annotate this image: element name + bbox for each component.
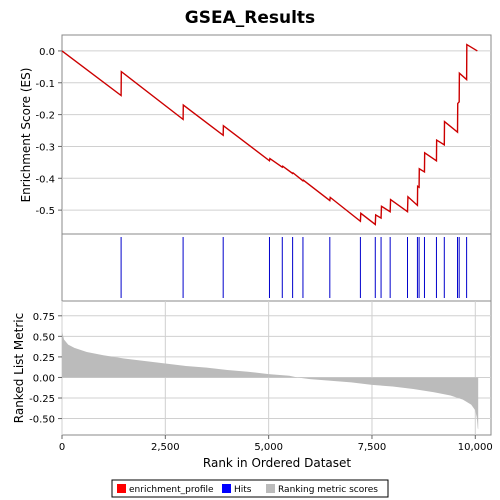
legend-label-enrichment-profile: enrichment_profile [129,485,214,495]
legend-swatch-enrichment-profile [117,484,126,493]
legend-swatch-ranking-metric [266,484,275,493]
rank-y-tick-label: 0.75 [33,312,55,323]
rank-y-axis-label: Ranked List Metric [12,313,26,423]
legend-label-ranking-metric: Ranking metric scores [278,485,378,495]
es-y-ticks: 0.0 -0.1 -0.2 -0.3 -0.4 -0.5 [35,47,62,217]
hit-lines [120,237,468,298]
es-y-tick-label: 0.0 [39,47,55,58]
es-y-tick-label: -0.2 [35,111,55,122]
rank-x-ticks: 0 2,500 5,000 7,500 10,000 [59,435,493,453]
rank-y-tick-label: -0.25 [29,394,55,405]
es-y-tick-label: -0.1 [35,79,55,90]
legend-box [111,479,389,498]
es-y-axis-label: Enrichment Score (ES) [19,68,33,203]
rank-y-tick-label: -0.50 [29,415,55,426]
x-tick-label: 5,000 [254,442,283,453]
hits-panel [61,233,492,302]
legend-swatch-hits [222,484,231,493]
es-y-tick-label: -0.4 [35,174,55,185]
ranking-metric-area [62,331,479,430]
enrichment-line [61,43,478,226]
es-y-tick-label: -0.5 [35,206,55,217]
rank-y-tick-label: 0.00 [33,373,55,384]
es-y-tick-label: -0.3 [35,142,55,153]
enrichment-panel [61,34,492,235]
x-axis-label: Rank in Ordered Dataset [203,456,351,470]
ranking-area [62,331,479,430]
rank-y-ticks: 0.75 0.50 0.25 0.00 -0.25 -0.50 [29,312,62,426]
x-tick-label: 10,000 [458,442,493,453]
x-tick-label: 7,500 [358,442,387,453]
es-grid [62,50,491,211]
chart-title: GSEA_Results [185,8,315,28]
x-tick-label: 0 [59,442,65,453]
rank-y-tick-label: 0.25 [33,353,55,364]
rank-y-tick-label: 0.50 [33,332,55,343]
legend-label-hits: Hits [234,485,252,495]
x-tick-label: 2,500 [151,442,180,453]
legend: enrichment_profile Hits Ranking metric s… [111,479,389,498]
enrichment-profile-line [61,43,478,226]
